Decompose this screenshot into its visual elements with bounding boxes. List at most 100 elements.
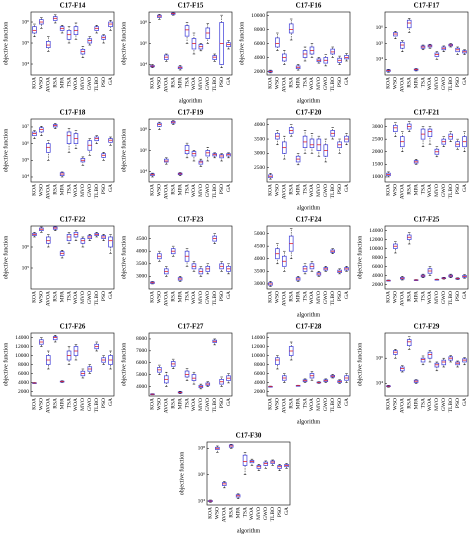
- box: [393, 124, 398, 132]
- x-tick-label: MVO: [316, 184, 322, 197]
- x-tick-label: AVOA: [282, 184, 288, 199]
- y-tick-label: 4000: [254, 380, 265, 386]
- x-tick-label: TLBO: [94, 398, 100, 412]
- x-tick-label: PSO: [101, 398, 107, 408]
- panel: C17-F17 10⁴ 10⁵ 10⁶ KOA WSO AVOA RSA MPA TSA WOA MV…: [376, 2, 469, 92]
- x-tick-label: RSA: [52, 398, 58, 409]
- x-tick-label: PSO: [455, 77, 461, 87]
- x-tick-label: MVO: [198, 291, 204, 304]
- y-axis-label: objective function: [120, 129, 127, 173]
- x-tick-label: AVOA: [46, 291, 52, 306]
- panel: C17-F25 2000 4000 6000 8000 10000 12000 14000 ob…: [356, 216, 469, 306]
- x-tick-label: GWO: [323, 398, 329, 411]
- x-tick-label: GA: [108, 291, 114, 299]
- plot-frame: [384, 118, 469, 183]
- x-tick-label: RSA: [406, 398, 412, 409]
- x-tick-label: WOA: [73, 77, 79, 90]
- x-tick-label: GWO: [323, 184, 329, 197]
- box: [205, 150, 211, 157]
- y-tick-label: 3000: [136, 274, 147, 280]
- x-tick-label: AVOA: [46, 398, 52, 413]
- x-tick-label: GA: [226, 184, 232, 192]
- x-tick-label: TSA: [302, 184, 308, 194]
- x-tick-label: KOA: [150, 184, 156, 196]
- x-tick-label: PSO: [337, 77, 343, 87]
- panel-title: C17-F16: [296, 2, 322, 10]
- box: [242, 454, 248, 466]
- panel: C17-F26 2000 4000 6000 8000 10000 12000 14000 ob…: [2, 323, 115, 413]
- plot-frame: [148, 225, 233, 290]
- x-tick-label: WOA: [309, 398, 315, 411]
- x-tick-label: KOA: [386, 291, 392, 303]
- x-tick-label: WOA: [427, 77, 433, 90]
- panel-title: C17-F22: [60, 216, 86, 224]
- x-tick-label: TSA: [66, 291, 72, 301]
- box: [441, 359, 447, 366]
- x-axis-label: algorithm: [179, 98, 203, 104]
- x-tick-label: RSA: [228, 507, 234, 518]
- x-tick-label: TSA: [242, 507, 248, 517]
- y-axis-label: objective function: [2, 22, 9, 66]
- x-tick-label: GWO: [263, 507, 269, 520]
- box: [66, 234, 72, 242]
- x-tick-label: GA: [344, 398, 350, 406]
- panel-title: C17-F24: [296, 216, 322, 224]
- panel: C17-F20 2500 3000 3500 4000 algorithm KOA WSO AV…: [254, 109, 351, 211]
- x-tick-label: TSA: [420, 77, 426, 87]
- y-tick-label: 10⁴: [376, 381, 384, 387]
- x-tick-label: KOA: [268, 77, 274, 89]
- y-tick-label: 10000: [251, 13, 265, 19]
- y-tick-label: 10⁴: [140, 169, 148, 175]
- x-tick-label: RSA: [406, 291, 412, 302]
- panel: C17-F22 10⁵ 10⁶ objective function KOA WSO AVO…: [2, 216, 115, 306]
- x-tick-label: MVO: [434, 184, 440, 197]
- y-tick-label: 8000: [254, 362, 265, 368]
- panel: C17-F14 10⁴ 10⁵ 10⁶ objective function KOA WSO…: [2, 2, 115, 92]
- x-tick-label: TSA: [184, 398, 190, 408]
- y-tick-label: 10⁶: [22, 19, 30, 25]
- panel: C17-F21 1000 1500 2000 2500 3000 KOA WSO AVOA RSA…: [372, 109, 469, 199]
- x-tick-label: RSA: [170, 291, 176, 302]
- y-tick-label: 10⁸: [198, 446, 206, 452]
- x-tick-label: AVOA: [282, 398, 288, 413]
- x-tick-label: AVOA: [46, 184, 52, 199]
- x-tick-label: GWO: [87, 291, 93, 304]
- x-tick-label: WOA: [427, 291, 433, 304]
- y-tick-label: 10⁴: [140, 62, 148, 68]
- x-tick-label: TSA: [302, 77, 308, 87]
- plot-frame: [148, 118, 233, 183]
- x-tick-label: GWO: [323, 291, 329, 304]
- y-tick-label: 2500: [372, 136, 383, 142]
- y-tick-label: 3000: [254, 281, 265, 287]
- panel: C17-F23 3000 3500 4000 4500 objective functio…: [120, 216, 233, 306]
- y-tick-label: 3500: [254, 136, 265, 142]
- plot-frame: [30, 11, 115, 76]
- panel-title: C17-F15: [178, 2, 204, 10]
- x-tick-label: RSA: [288, 291, 294, 302]
- x-tick-label: WSO: [157, 184, 163, 196]
- x-tick-label: PSO: [337, 184, 343, 194]
- panel: C17-F16 2000 4000 6000 8000 10000 objective fu…: [238, 2, 351, 104]
- y-tick-label: 4000: [254, 122, 265, 128]
- y-tick-label: 8000: [18, 362, 29, 368]
- x-tick-label: GA: [226, 398, 232, 406]
- y-axis-label: objective function: [2, 343, 9, 387]
- panel: C17-F18 10⁴ 10⁵ 10⁶ 10⁷ objective function KOA…: [2, 109, 115, 199]
- x-tick-label: GWO: [205, 398, 211, 411]
- y-tick-label: 3000: [254, 151, 265, 157]
- x-tick-label: GWO: [87, 184, 93, 197]
- y-axis-label: objective function: [356, 343, 363, 387]
- x-tick-label: GA: [226, 77, 232, 85]
- plot-frame: [384, 225, 469, 290]
- x-tick-label: MPA: [177, 184, 183, 195]
- box: [275, 357, 280, 365]
- plot-frame: [148, 332, 233, 397]
- x-tick-label: TSA: [66, 184, 72, 194]
- x-tick-label: GWO: [323, 77, 329, 90]
- y-tick-label: 2000: [372, 282, 383, 288]
- y-tick-label: 2000: [18, 389, 29, 395]
- y-tick-label: 3500: [136, 261, 147, 267]
- x-tick-label: MPA: [413, 398, 419, 409]
- x-tick-label: KOA: [386, 184, 392, 196]
